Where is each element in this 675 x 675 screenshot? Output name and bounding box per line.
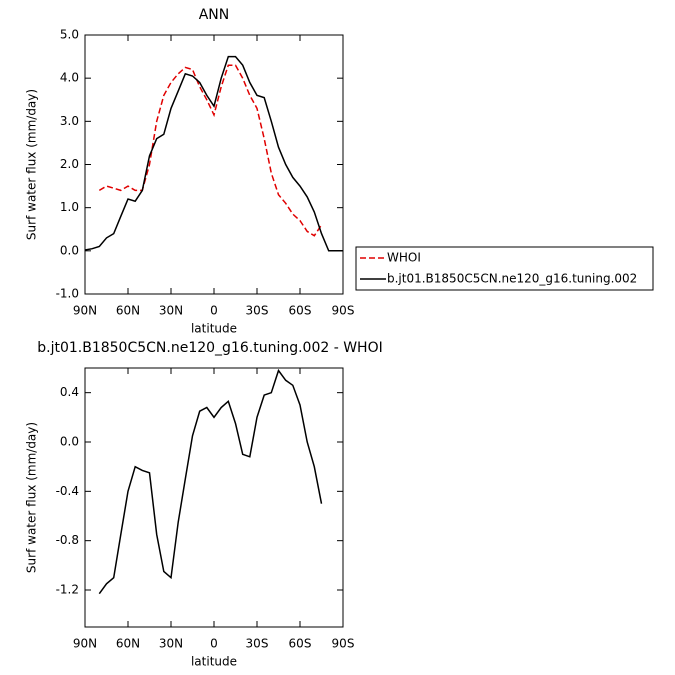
data-line — [98, 64, 323, 237]
x-axis-label: latitude — [191, 655, 237, 669]
chart-title: b.jt01.B1850C5CN.ne120_g16.tuning.002 - … — [37, 340, 382, 356]
x-tick-label: 0 — [210, 637, 218, 651]
x-tick-label: 90S — [332, 637, 355, 651]
x-tick-label: 60N — [116, 304, 140, 318]
plot-frame — [84, 34, 344, 295]
y-tick-label: 0.0 — [60, 435, 79, 449]
y-tick-label: -0.8 — [56, 533, 79, 547]
x-tick-label: 90N — [73, 304, 97, 318]
x-tick-label: 60N — [116, 637, 140, 651]
x-tick-label: 90N — [73, 637, 97, 651]
x-tick-label: 30N — [159, 637, 183, 651]
y-tick-label: 0.4 — [60, 385, 79, 399]
legend-box — [355, 246, 654, 291]
y-tick-label: 3.0 — [60, 114, 79, 128]
y-tick-label: 5.0 — [60, 28, 79, 42]
y-axis-label: Surf water flux (mm/day) — [25, 422, 39, 573]
y-tick-label: 1.0 — [60, 200, 79, 214]
x-tick-label: 30S — [246, 304, 269, 318]
y-axis-label: Surf water flux (mm/day) — [25, 89, 39, 240]
x-tick-label: 30N — [159, 304, 183, 318]
chart-title: ANN — [199, 7, 230, 23]
x-axis-label: latitude — [191, 322, 237, 336]
x-tick-label: 90S — [332, 304, 355, 318]
y-tick-label: -1.0 — [56, 287, 79, 301]
x-tick-label: 60S — [289, 637, 312, 651]
y-tick-label: 0.0 — [60, 243, 79, 257]
plot-frame — [84, 367, 344, 628]
x-tick-label: 60S — [289, 304, 312, 318]
legend-label: b.jt01.B1850C5CN.ne120_g16.tuning.002 — [387, 272, 637, 286]
x-tick-label: 30S — [246, 637, 269, 651]
y-tick-label: -0.4 — [56, 484, 79, 498]
legend-label: WHOI — [387, 251, 421, 265]
y-tick-label: 4.0 — [60, 71, 79, 85]
data-line — [84, 55, 343, 252]
data-line — [98, 368, 323, 595]
y-tick-label: -1.2 — [56, 583, 79, 597]
y-tick-label: 2.0 — [60, 157, 79, 171]
x-tick-label: 0 — [210, 304, 218, 318]
